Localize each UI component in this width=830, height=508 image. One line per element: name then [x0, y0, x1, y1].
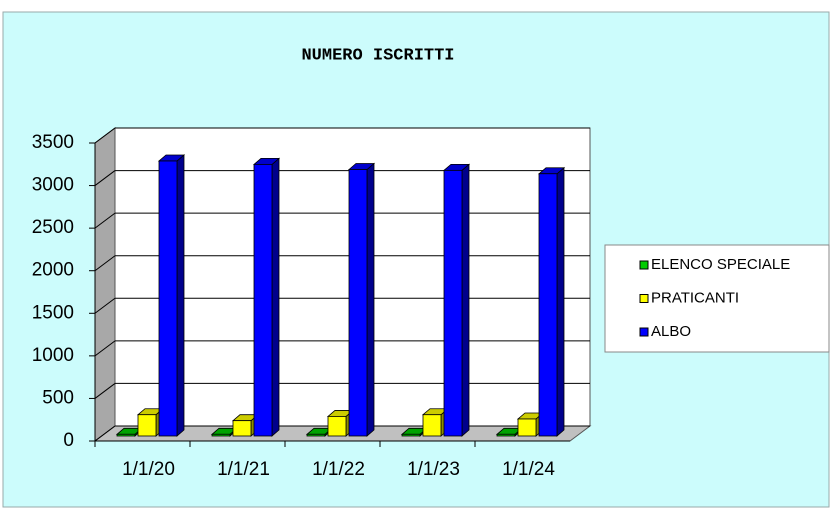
bar-side [366, 162, 375, 437]
y-tick-label: 2000 [32, 260, 74, 281]
bar [442, 163, 471, 437]
x-tick-label: 1/1/23 [407, 459, 460, 480]
legend-swatch [639, 294, 649, 303]
x-tick-label: 1/1/20 [122, 459, 175, 480]
bar-front [443, 169, 463, 437]
y-tick-label: 500 [42, 387, 74, 408]
y-tick-label: 3000 [32, 175, 74, 196]
bar-front [232, 420, 252, 437]
x-tick-label: 1/1/21 [217, 459, 270, 480]
y-tick-label: 2500 [32, 217, 74, 238]
bar-front [306, 433, 326, 437]
bar [347, 162, 376, 437]
side-wall [94, 127, 116, 442]
grid-line [94, 340, 116, 357]
bar-front [401, 433, 421, 437]
legend-swatch [639, 327, 649, 337]
bar-side [176, 154, 185, 437]
grid-line [94, 170, 116, 186]
grid-line [94, 212, 116, 229]
grid-line [94, 425, 116, 442]
legend-label: ELENCO SPECIALE [651, 256, 790, 273]
bar-front [211, 433, 231, 437]
x-tick-label: 1/1/24 [502, 459, 555, 480]
grid-line [94, 127, 116, 144]
bar-front [137, 414, 157, 437]
bar-side [461, 163, 470, 437]
bar [252, 157, 281, 437]
bar-side [556, 166, 565, 437]
bar-front [496, 433, 516, 437]
bar [157, 154, 186, 437]
bar [537, 166, 566, 437]
bar-front [158, 160, 178, 437]
x-tick-label: 1/1/22 [312, 459, 365, 480]
bar-side [271, 157, 280, 437]
bar-front [538, 173, 558, 437]
legend-label: PRATICANTI [651, 289, 739, 306]
bar-front [422, 414, 442, 437]
y-tick-label: 1500 [32, 302, 74, 323]
grid-line [94, 383, 116, 399]
bar-front [253, 163, 273, 437]
bar-front [517, 418, 537, 437]
y-tick-label: 3500 [32, 132, 74, 153]
grid-line [94, 255, 116, 272]
y-tick-label: 0 [63, 430, 74, 451]
bar-front [348, 169, 368, 437]
legend-swatch [639, 260, 649, 270]
bar-front [327, 416, 347, 437]
y-tick-label: 1000 [32, 345, 74, 366]
bar-front [116, 433, 136, 437]
legend-label: ALBO [651, 323, 691, 340]
grid-line [94, 297, 116, 314]
chart-title: NUMERO ISCRITTI [301, 46, 454, 65]
